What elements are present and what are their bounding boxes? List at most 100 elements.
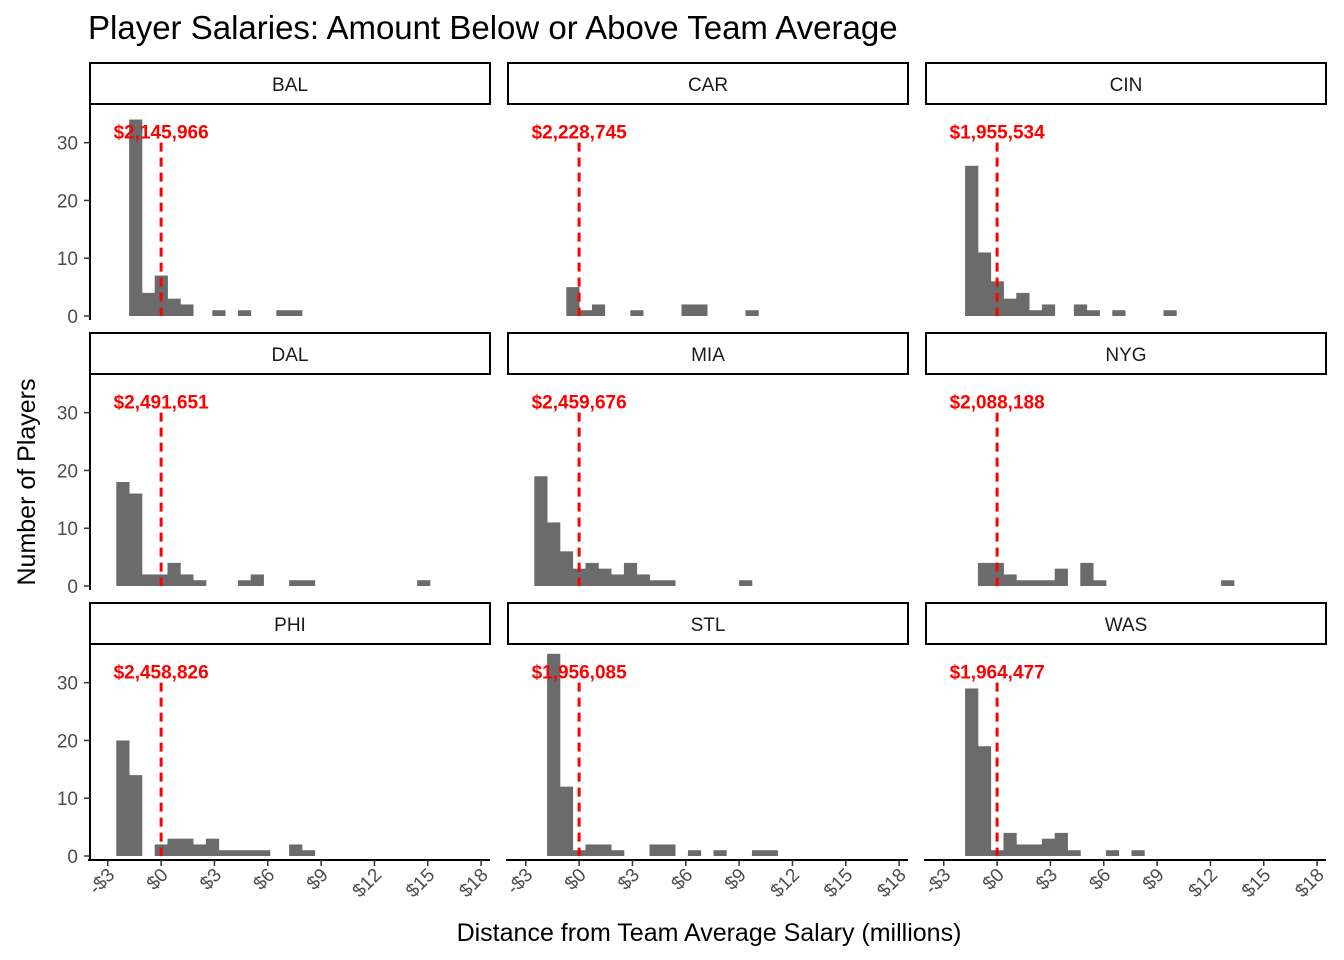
panel-stl: STL $1,956,085 -$3 $0 $3 $6 $9 $12 $15 $18 xyxy=(503,602,911,902)
facet-strip xyxy=(89,332,491,375)
facet-strip-label: BAL xyxy=(272,75,308,96)
histogram-bar xyxy=(591,304,606,316)
facet-strip-label: WAS xyxy=(1105,615,1148,636)
y-axis-title: Number of Players xyxy=(13,378,41,585)
x-tick-label: -$3 xyxy=(921,865,955,899)
histogram-bar xyxy=(630,310,644,316)
histogram-bar xyxy=(129,119,143,316)
histogram-bar xyxy=(180,574,194,586)
histogram-bar xyxy=(193,844,207,856)
histogram-bar xyxy=(1029,310,1043,316)
histogram-bar xyxy=(141,292,156,316)
panel-car: CAR $2,228,745 xyxy=(507,62,909,316)
histogram-bar xyxy=(1112,310,1126,316)
facet-panels: BAL $2,145,966 0 10 20 30 CAR $2,228,745 CIN $1,9… xyxy=(57,62,1329,902)
x-tick-label: $15 xyxy=(402,865,439,902)
x-tick-label: $9 xyxy=(721,865,751,895)
y-tick-label: 0 xyxy=(67,847,78,868)
histogram-bar xyxy=(167,838,181,856)
x-tick-label: $3 xyxy=(614,865,644,895)
x-tick-label: $12 xyxy=(349,865,386,902)
histogram-bar xyxy=(1221,580,1235,586)
histogram-bar xyxy=(237,580,252,586)
histogram-bar xyxy=(1041,304,1056,316)
histogram-bar xyxy=(237,310,252,316)
facet-strip-label: MIA xyxy=(691,345,725,366)
histogram-bar xyxy=(1029,844,1043,856)
team-average-label: $1,956,085 xyxy=(532,663,628,684)
histogram-bar xyxy=(611,574,625,586)
y-tick-label: 30 xyxy=(57,404,78,425)
histogram-bar xyxy=(977,746,992,856)
histogram-bar xyxy=(649,580,663,586)
histogram-bar xyxy=(662,844,676,856)
histogram-bar xyxy=(1041,580,1056,586)
facet-strip xyxy=(925,332,1327,375)
histogram-bar xyxy=(623,562,638,586)
x-tick-label: $18 xyxy=(455,865,492,902)
panel-was: WAS $1,964,477 -$3 $0 $3 $6 $9 $12 $15 $18 xyxy=(921,602,1329,902)
histogram-bar xyxy=(559,786,574,856)
facet-strip-label: DAL xyxy=(272,345,309,366)
facet-strip-label: STL xyxy=(691,615,726,636)
x-tick-label: -$3 xyxy=(503,865,537,899)
histogram-bar xyxy=(289,580,303,586)
histogram-bar xyxy=(1003,298,1017,316)
x-tick-label: $6 xyxy=(1086,865,1116,895)
histogram-bar xyxy=(662,580,676,586)
y-tick-label: 10 xyxy=(57,519,78,540)
histogram-bar xyxy=(129,493,143,586)
histogram-bar xyxy=(566,287,580,316)
histogram-bar xyxy=(598,844,612,856)
facet-strip xyxy=(507,62,909,105)
histogram-bar xyxy=(205,838,220,856)
facet-strip-label: NYG xyxy=(1105,345,1146,366)
y-tick-label: 20 xyxy=(57,731,78,752)
facet-strip-label: CIN xyxy=(1110,75,1143,96)
team-average-label: $2,459,676 xyxy=(532,393,627,414)
histogram-bar xyxy=(1029,580,1043,586)
histogram-bar xyxy=(167,562,181,586)
histogram-bar xyxy=(289,844,303,856)
panel-bal: BAL $2,145,966 0 10 20 30 xyxy=(57,62,491,328)
histogram-bar xyxy=(534,476,548,586)
histogram-bar xyxy=(301,580,316,586)
histogram-bar xyxy=(1163,310,1177,316)
x-tick-label: -$3 xyxy=(85,865,119,899)
y-tick-label: 0 xyxy=(67,577,78,598)
team-average-label: $1,955,534 xyxy=(950,123,1046,144)
histogram-bar xyxy=(572,568,586,586)
histogram-bar xyxy=(1105,850,1120,856)
histogram-bar xyxy=(250,574,264,586)
histogram-bar xyxy=(257,850,271,856)
histogram-bar xyxy=(289,310,303,316)
histogram-bar xyxy=(694,304,708,316)
histogram-bar xyxy=(585,844,599,856)
histogram-bar xyxy=(417,580,431,586)
histogram-bar xyxy=(547,522,561,586)
histogram-bar xyxy=(713,850,727,856)
y-tick-label: 20 xyxy=(57,461,78,482)
histogram-bar xyxy=(244,850,258,856)
histogram-bar xyxy=(1067,850,1081,856)
histogram-bar xyxy=(231,850,245,856)
histogram-bar xyxy=(745,310,759,316)
x-tick-label: $6 xyxy=(668,865,698,895)
histogram-bar xyxy=(585,562,599,586)
x-tick-label: $9 xyxy=(303,865,333,895)
histogram-bar xyxy=(579,310,593,316)
histogram-bar xyxy=(1054,832,1068,856)
facet-strip xyxy=(89,602,491,645)
histogram-bar xyxy=(739,580,753,586)
facet-strip xyxy=(925,602,1327,645)
histogram-bar xyxy=(1016,580,1030,586)
y-tick-label: 0 xyxy=(67,307,78,328)
team-average-label: $2,458,826 xyxy=(114,663,209,684)
panel-phi: PHI $2,458,826 0 10 20 30 -$3 $0 $3 $6 $9 $12 $15 $18 xyxy=(57,602,493,902)
facet-strip xyxy=(89,62,491,105)
team-average-label: $2,228,745 xyxy=(532,123,628,144)
x-tick-label: $15 xyxy=(1238,865,1275,902)
histogram-bar xyxy=(1086,310,1100,316)
x-tick-label: $12 xyxy=(1185,865,1222,902)
